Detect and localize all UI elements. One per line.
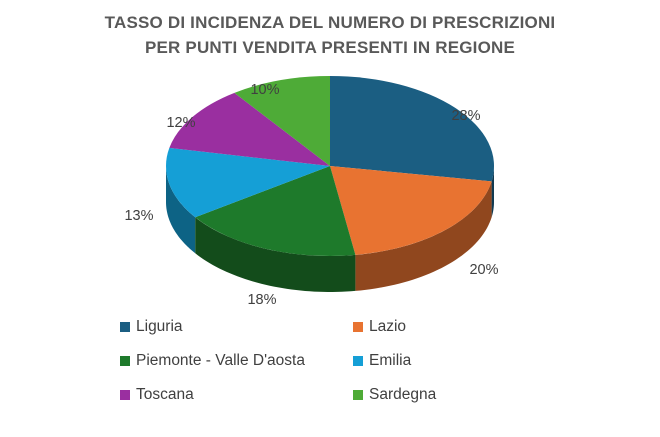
legend-item-liguria: Liguria [120, 316, 353, 338]
legend-label: Sardegna [369, 386, 437, 403]
pie-side-liguria [491, 166, 494, 218]
legend-label: Liguria [136, 318, 183, 335]
pie-side-piemonte-valle-d-aosta [195, 217, 356, 292]
legend: Liguria Lazio Piemonte - Valle D'aosta Emil… [120, 316, 540, 406]
pie-labels: 28% 20% 18% 13% 12% 10% [124, 82, 498, 308]
data-label-toscana: 12% [166, 115, 195, 131]
chart-title: TASSO DI INCIDENZA DEL NUMERO DI PRESCRI… [0, 10, 660, 60]
pie-side-lazio [355, 181, 492, 291]
data-label-sardegna: 10% [250, 82, 279, 98]
legend-label: Emilia [369, 352, 412, 369]
pie-slice-liguria [330, 76, 495, 182]
legend-label: Toscana [136, 386, 194, 403]
legend-item-emilia: Emilia [353, 350, 540, 372]
legend-swatch [353, 390, 363, 400]
pie-slice-piemonte-valle-d-aosta [195, 166, 356, 256]
legend-swatch [353, 322, 363, 332]
pie-slice-emilia [166, 147, 330, 218]
legend-swatch [120, 322, 130, 332]
legend-item-piemonte-valle-d-aosta: Piemonte - Valle D'aosta [120, 350, 353, 372]
data-label-emilia: 13% [124, 208, 153, 224]
legend-item-toscana: Toscana [120, 384, 353, 406]
legend-swatch [120, 356, 130, 366]
pie-top [166, 76, 495, 256]
legend-item-sardegna: Sardegna [353, 384, 540, 406]
legend-swatch [120, 390, 130, 400]
legend-item-lazio: Lazio [353, 316, 540, 338]
pie-side-emilia [166, 166, 196, 254]
legend-swatch [353, 356, 363, 366]
chart-title-line-1: TASSO DI INCIDENZA DEL NUMERO DI PRESCRI… [104, 13, 556, 32]
legend-label: Lazio [369, 318, 407, 335]
pie-slice-sardegna [234, 76, 330, 166]
pie-slice-lazio [330, 166, 492, 255]
pie-sides [166, 166, 494, 292]
data-label-piemonte-valle-d-aosta: 18% [247, 292, 276, 308]
data-label-lazio: 20% [469, 262, 498, 278]
legend-label: Piemonte - Valle D'aosta [136, 352, 305, 369]
pie-slice-toscana [169, 92, 330, 166]
chart-title-line-2: PER PUNTI VENDITA PRESENTI IN REGIONE [144, 38, 516, 57]
data-label-liguria: 28% [451, 108, 480, 124]
